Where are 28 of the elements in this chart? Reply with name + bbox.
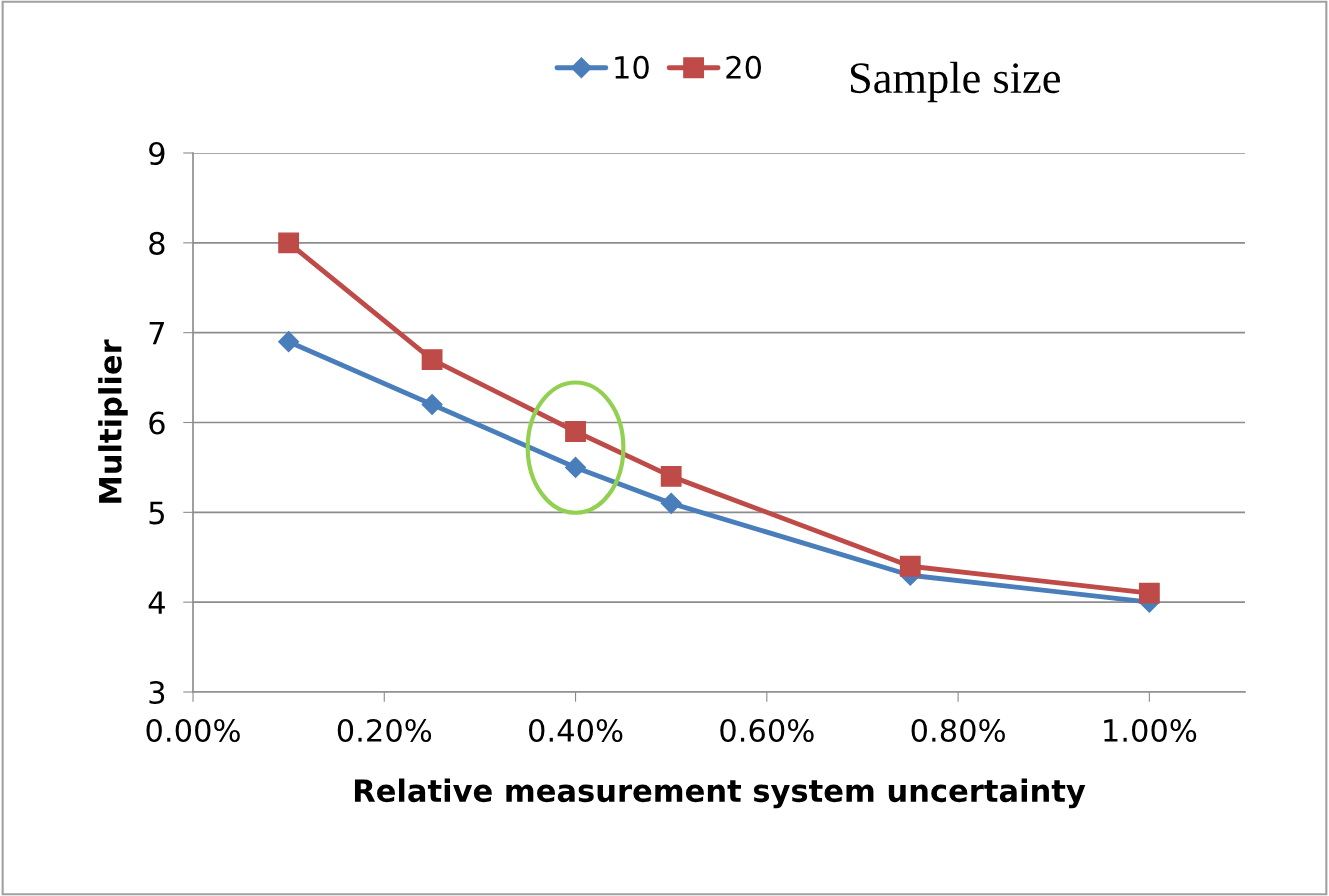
x-tick-label: 0.00% [146, 718, 240, 743]
point [660, 492, 682, 514]
y-tick-label: 4 [148, 591, 165, 614]
y-tick-label: 7 [149, 322, 164, 345]
point [660, 465, 682, 487]
legend-label: 10 [615, 55, 649, 79]
legend-title: Sample size [850, 61, 1060, 103]
y-tick-label: 3 [149, 680, 165, 705]
point [421, 349, 443, 371]
x-tick-label: 0.20% [337, 718, 432, 743]
point [278, 232, 300, 254]
x-tick-label: 0.40% [529, 718, 623, 743]
y-tick-label: 5 [149, 501, 164, 525]
x-axis-title: Relative measurement system uncertainty [354, 778, 1086, 809]
x-tick-label: 0.60% [720, 718, 814, 743]
point [899, 555, 921, 577]
y-axis-title: Multiplier [98, 339, 128, 503]
y-tick-label: 8 [149, 231, 165, 255]
x-tick-label: 0.80% [911, 718, 1005, 743]
point [565, 421, 586, 442]
x-tick-label: 1.00% [1104, 718, 1197, 743]
legend-label: 20 [726, 55, 762, 79]
y-tick-label: 6 [149, 411, 165, 435]
point [421, 394, 443, 416]
point [278, 331, 300, 353]
point [1138, 582, 1160, 604]
point [565, 456, 587, 478]
y-tick-label: 9 [149, 141, 165, 166]
